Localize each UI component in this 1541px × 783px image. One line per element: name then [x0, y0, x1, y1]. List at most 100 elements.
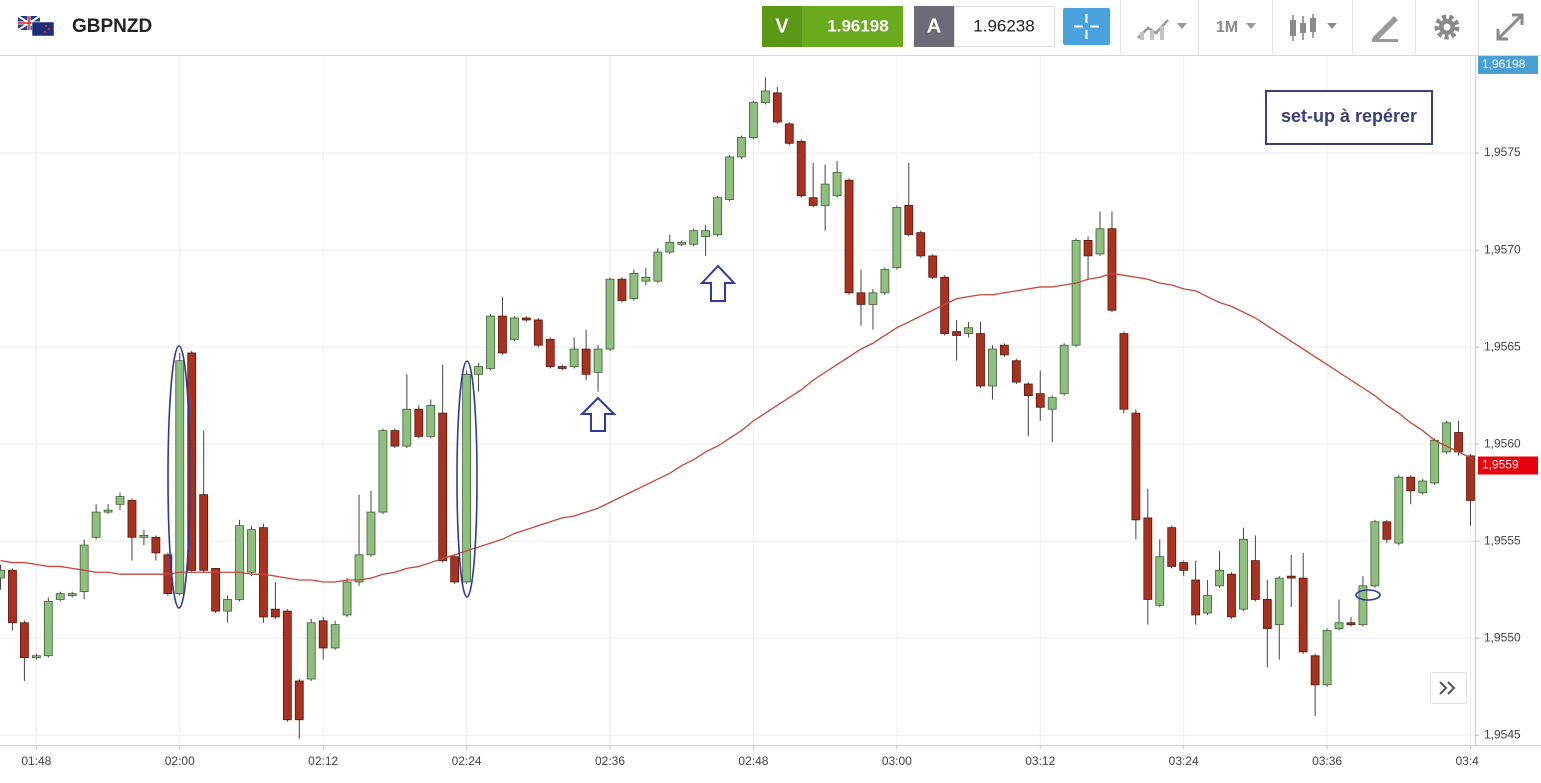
candle-body: [1155, 556, 1165, 606]
candle-body: [952, 331, 961, 336]
candle-body: [1167, 527, 1177, 567]
candle-body: [282, 610, 292, 721]
candle-body: [796, 140, 806, 197]
candle-body: [79, 544, 89, 593]
candle-body: [474, 366, 483, 375]
candle-body: [749, 102, 758, 138]
sell-price: 1.96198: [827, 16, 888, 35]
candle-body: [20, 622, 29, 659]
time-axis: 01:48 02:00 02:12 02:24 02:36 02:48 03:00 03:12…: [21, 746, 1485, 768]
x-tick-label: 02:00: [165, 754, 195, 768]
candle-body: [390, 430, 400, 447]
candle-body: [545, 338, 555, 367]
candle-body: [199, 494, 209, 571]
buy-price: 1.96238: [973, 16, 1034, 35]
scroll-right-button[interactable]: [1430, 672, 1467, 704]
candle-body: [904, 205, 914, 235]
y-tick-label: 1,9570: [1484, 242, 1521, 256]
candle-body: [617, 278, 627, 301]
candle-body: [294, 680, 304, 721]
candle-body: [928, 255, 938, 278]
candle-body: [1358, 585, 1368, 626]
candle-body: [832, 172, 842, 197]
candle-body: [151, 536, 161, 554]
candle-body: [689, 230, 699, 245]
timeframe: 1M: [1216, 19, 1238, 36]
x-tick-label: 03:48: [1455, 754, 1485, 768]
candle-body: [175, 360, 185, 595]
candle-body: [259, 527, 268, 618]
candle-body: [916, 232, 926, 257]
candle-body: [820, 183, 830, 206]
candle-body: [533, 319, 543, 346]
candle-body: [1466, 455, 1475, 501]
candle-body: [1107, 228, 1117, 311]
candle-body: [1071, 239, 1081, 346]
candle-body: [0, 569, 5, 579]
candle-body: [808, 197, 818, 206]
draw-tool-button[interactable]: [1372, 16, 1398, 42]
candle-body: [641, 276, 651, 282]
x-tick-label: 02:36: [595, 754, 625, 768]
timeframe-button[interactable]: 1M: [1216, 19, 1256, 36]
annotation-text: set-up à repérer: [1281, 106, 1417, 126]
price-axis: 1,9545 1,9550 1,9555 1,9560 1,9565 1,9570 1,95…: [1475, 56, 1538, 741]
plot-area: [0, 77, 1475, 740]
sell-button[interactable]: V 1.96198: [762, 6, 903, 47]
candle-body: [1239, 538, 1248, 610]
x-tick-label: 02:12: [308, 754, 338, 768]
candle-body: [450, 556, 460, 583]
candle-body: [115, 496, 125, 505]
candle-body: [1203, 595, 1212, 614]
candle-body: [1179, 562, 1189, 571]
candle-body: [1119, 333, 1129, 410]
candle-body: [713, 197, 722, 235]
candle-body: [988, 348, 997, 387]
candle-body: [964, 327, 973, 334]
x-tick-label: 03:12: [1025, 754, 1055, 768]
candle-body: [270, 608, 280, 618]
candle-body: [1442, 422, 1451, 453]
candle-body: [892, 206, 902, 268]
candle-body: [187, 352, 197, 571]
candle-body: [844, 179, 854, 294]
candle-body: [1047, 397, 1057, 410]
candle-body: [1382, 521, 1392, 540]
candle-body: [760, 90, 770, 103]
candle-body: [521, 317, 531, 321]
y-tick-label: 1,9550: [1484, 630, 1521, 644]
candle-body: [701, 230, 711, 237]
candle-body: [677, 241, 687, 245]
candle-body: [91, 511, 101, 538]
candle-style-button[interactable]: [1290, 14, 1337, 41]
buy-button[interactable]: A 1.96238: [914, 6, 1055, 47]
candle-body: [1023, 383, 1033, 397]
x-tick-label: 03:36: [1312, 754, 1342, 768]
candle-body: [1250, 560, 1260, 600]
chart-type-button[interactable]: [1137, 19, 1187, 40]
candle-body: [725, 156, 734, 201]
candle-body: [1394, 476, 1404, 544]
buy-label: A: [927, 15, 941, 37]
candle-body: [486, 315, 495, 369]
candle-body: [940, 276, 950, 334]
candle-body: [1418, 480, 1428, 494]
candle-body: [31, 655, 41, 659]
x-tick-label: 01:48: [21, 754, 51, 768]
candle-body: [737, 137, 746, 158]
price-marker: [1478, 456, 1538, 475]
y-tick-label: 1,9565: [1484, 339, 1521, 353]
fullscreen-button[interactable]: [1496, 13, 1524, 41]
candle-body: [1310, 655, 1320, 686]
settings-button[interactable]: [1434, 14, 1460, 40]
sell-label: V: [775, 15, 789, 37]
candle-body: [8, 569, 17, 624]
candle-body: [880, 269, 890, 294]
candle-body: [629, 272, 639, 300]
price-marker-label: 1,9559: [1482, 458, 1519, 472]
flag-icon: [17, 15, 55, 37]
crosshair-button[interactable]: [1063, 8, 1110, 45]
candle-body: [605, 278, 615, 350]
candle-body: [67, 593, 77, 596]
candle-body: [1406, 476, 1416, 492]
